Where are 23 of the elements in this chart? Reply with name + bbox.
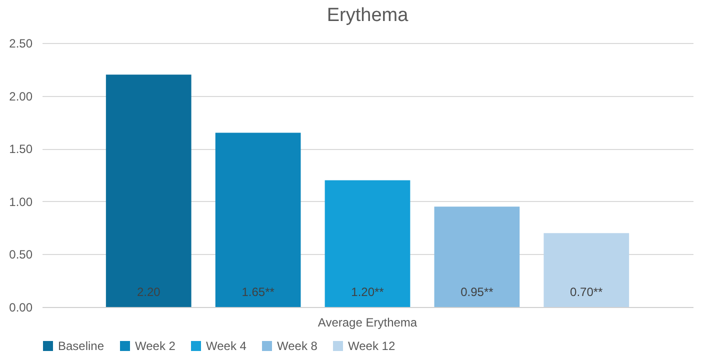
data-label: 0.95** xyxy=(460,285,494,299)
data-label: 2.20 xyxy=(136,285,161,299)
y-tick-label: 2.00 xyxy=(9,89,33,104)
bar xyxy=(215,132,301,307)
legend-label: Week 4 xyxy=(206,339,247,353)
y-tick-label: 1.50 xyxy=(9,142,33,156)
x-tick-label: Average Erythema xyxy=(318,316,418,330)
data-label: 0.70** xyxy=(570,285,604,299)
bar xyxy=(544,233,630,307)
bar xyxy=(434,206,520,307)
data-label: 1.20** xyxy=(351,285,384,299)
y-tick-label: 2.50 xyxy=(9,36,33,50)
legend-label: Week 2 xyxy=(135,339,176,353)
y-tick-label: 0.50 xyxy=(9,248,33,262)
y-tick-label: 1.00 xyxy=(9,194,33,209)
chart-title: Erythema xyxy=(326,5,409,26)
bar xyxy=(106,74,192,307)
legend-label: Week 12 xyxy=(348,339,396,353)
legend-label: Week 8 xyxy=(277,339,318,353)
legend-label: Baseline xyxy=(58,339,104,353)
y-tick-label: 0.00 xyxy=(9,300,33,314)
data-label: 1.65** xyxy=(242,285,275,299)
bar xyxy=(324,180,410,307)
